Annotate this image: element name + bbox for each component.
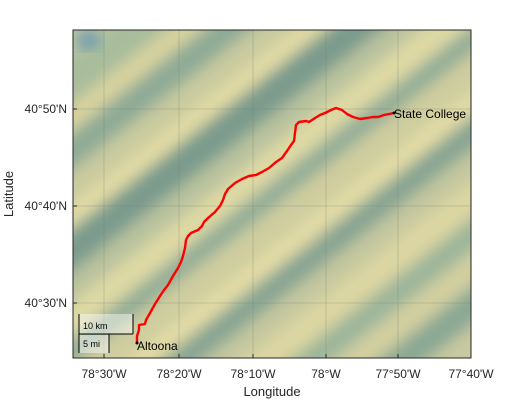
y-tick-label: 40°50'N	[25, 102, 67, 116]
scale-bar: 10 km 5 mi	[78, 314, 134, 353]
x-axis-title: Longitude	[243, 384, 300, 399]
y-tick-label: 40°40'N	[25, 199, 67, 213]
scale-mi-label: 5 mi	[83, 339, 100, 349]
state-college-label: State College	[394, 107, 466, 121]
altoona-marker	[135, 341, 139, 345]
y-tick-labels: 40°50'N 40°40'N 40°30'N	[25, 102, 67, 310]
x-tick-label: 77°40'W	[448, 367, 494, 381]
tick-marks	[73, 108, 472, 358]
y-axis-title: Latitude	[1, 171, 16, 217]
route-line	[135, 106, 396, 345]
x-tick-label: 78°W	[311, 367, 341, 381]
x-tick-label: 78°30'W	[81, 367, 127, 381]
x-tick-label: 77°50'W	[375, 367, 421, 381]
x-tick-label: 78°10'W	[230, 367, 276, 381]
y-tick-label: 40°30'N	[25, 296, 67, 310]
altoona-label: Altoona	[137, 339, 178, 353]
state-college-marker	[392, 111, 396, 115]
x-tick-labels: 78°30'W 78°20'W 78°10'W 78°W 77°50'W 77°…	[81, 367, 494, 381]
scale-km-label: 10 km	[83, 321, 108, 331]
map-frame	[72, 29, 472, 359]
x-tick-label: 78°20'W	[156, 367, 202, 381]
graticule	[73, 30, 471, 358]
